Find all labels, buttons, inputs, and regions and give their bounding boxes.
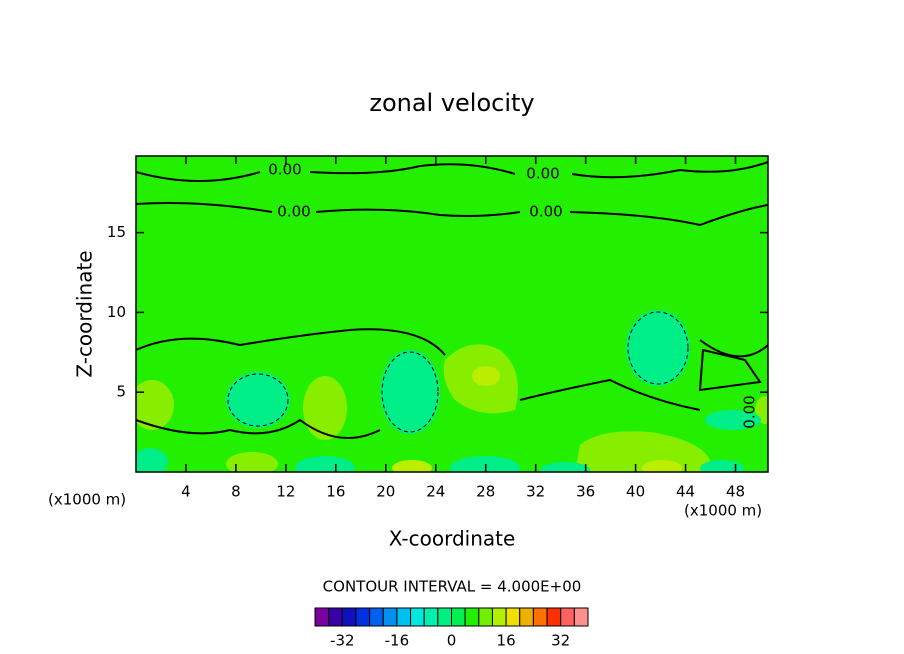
contour-label: 0.00 <box>741 395 759 428</box>
colorbar-box <box>491 607 507 627</box>
colorbar-box <box>314 607 330 627</box>
chart-title: zonal velocity <box>369 89 534 117</box>
colorbar-tick-label: 32 <box>551 632 570 650</box>
colorbar-box <box>437 607 453 627</box>
x-tick-label: 36 <box>576 483 595 501</box>
x-tick-label: 12 <box>276 483 295 501</box>
colorbar-box <box>396 607 412 627</box>
colorbar-box <box>505 607 521 627</box>
colorbar-box <box>341 607 357 627</box>
contour-label: 0.00 <box>268 161 301 179</box>
colorbar-box <box>573 607 589 627</box>
x-tick-label: 44 <box>676 483 695 501</box>
colorbar-box <box>451 607 466 627</box>
y-axis-label: Z-coordinate <box>73 250 97 377</box>
x-tick-label: 16 <box>326 483 345 501</box>
colorbar-box <box>328 607 343 627</box>
contour-field <box>136 156 768 472</box>
x-tick-label: 40 <box>626 483 645 501</box>
colorbar-box <box>464 607 480 627</box>
contour-label: 0.00 <box>526 165 559 183</box>
x-axis-label: X-coordinate <box>389 527 516 551</box>
x-tick-label: 32 <box>526 483 545 501</box>
y-unit: (x1000 m) <box>48 491 126 509</box>
colorbar-box <box>478 607 493 627</box>
y-tick-label: 10 <box>107 303 126 321</box>
colorbar-box <box>369 607 384 627</box>
contour-label: 0.00 <box>277 203 310 221</box>
contour-label: 0.00 <box>529 203 562 221</box>
x-tick-label: 24 <box>426 483 445 501</box>
x-tick-label: 4 <box>181 483 191 501</box>
x-unit: (x1000 m) <box>684 502 762 520</box>
contour-interval: CONTOUR INTERVAL = 4.000E+00 <box>323 578 582 596</box>
colorbar-box <box>423 607 439 627</box>
x-tick-label: 48 <box>726 483 745 501</box>
y-tick-label: 15 <box>107 223 126 241</box>
x-tick-label: 8 <box>231 483 241 501</box>
x-tick-label: 28 <box>476 483 495 501</box>
colorbar-box <box>560 607 575 627</box>
colorbar-box <box>546 607 562 627</box>
y-tick-label: 5 <box>116 383 126 401</box>
colorbar-tick-label: 16 <box>497 632 516 650</box>
plot-frame <box>135 155 769 473</box>
colorbar-box <box>410 607 425 627</box>
colorbar-box <box>382 607 398 627</box>
colorbar-tick-label: 0 <box>447 632 457 650</box>
colorbar-box <box>355 607 371 627</box>
colorbar-tick-label: -32 <box>330 632 355 650</box>
x-tick-label: 20 <box>376 483 395 501</box>
colorbar-box <box>519 607 534 627</box>
colorbar-box <box>532 607 548 627</box>
colorbar-tick-label: -16 <box>385 632 410 650</box>
